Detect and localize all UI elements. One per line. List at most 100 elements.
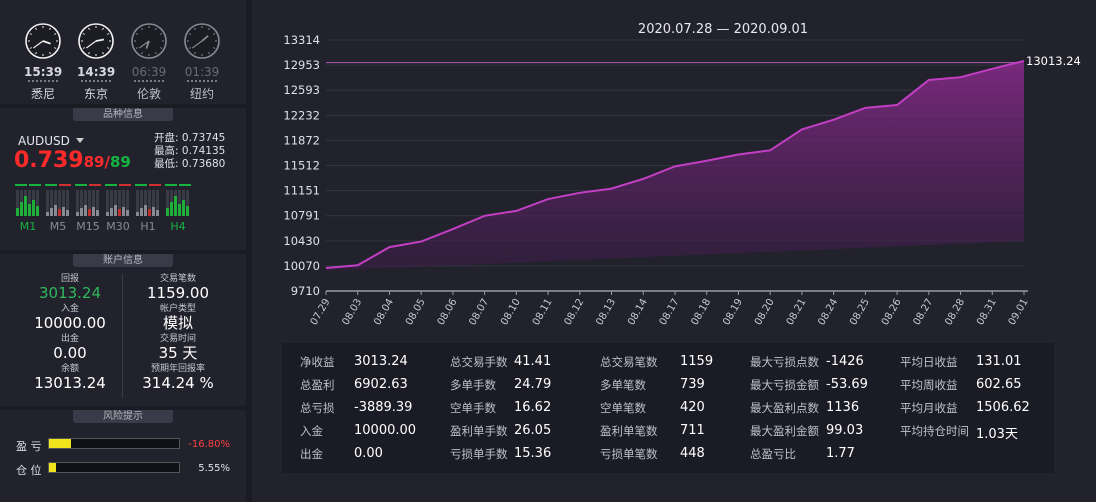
clock-tick — [107, 33, 110, 35]
stat-label: 入金 — [300, 424, 323, 438]
x-tick-label: 08.20 — [753, 297, 777, 327]
stat-label: 最大亏损点数 — [750, 355, 819, 369]
stat-row: 平均持仓时间 1.03天 — [900, 423, 1018, 442]
clock-divider — [187, 80, 217, 82]
stat-value: 711 — [680, 423, 705, 438]
timeframe-h4[interactable]: H4 — [164, 184, 192, 233]
stat-row: 空单笔数 420 — [600, 400, 705, 416]
clock-tick — [35, 27, 37, 30]
account-info-panel: 账户信息 回报 3013.24 交易笔数 1159.00 入金 10000.00 帐户类型模… — [0, 254, 246, 406]
account-field-value: 314.24 % — [142, 374, 214, 392]
strength-bars-icon — [75, 184, 101, 216]
clock-face-icon — [184, 23, 220, 59]
clock-tick — [208, 52, 210, 55]
stat-label: 净收益 — [300, 355, 335, 369]
y-tick-label: 10070 — [283, 259, 320, 273]
high-label: 最高: — [154, 145, 179, 157]
strength-bars-icon — [165, 184, 191, 216]
y-tick-label: 10430 — [283, 234, 320, 248]
timeframe-h1[interactable]: H1 — [134, 184, 162, 233]
timeframe-label: M1 — [19, 220, 37, 233]
account-field: 出金 0.00 — [20, 334, 120, 362]
stat-row: 平均周收益 602.65 — [900, 377, 1022, 393]
x-tick-label: 08.12 — [563, 297, 587, 327]
clock-tick — [141, 27, 143, 30]
clock-tick — [35, 52, 37, 55]
x-tick-label: 07.29 — [309, 297, 333, 327]
account-field: 预期年回报率 314.24 % — [128, 364, 228, 392]
equity-area — [326, 60, 1024, 271]
stat-row: 最大盈利金额 99.03 — [750, 423, 863, 439]
stat-value: 26.05 — [514, 423, 552, 438]
clock-tick — [135, 47, 138, 49]
account-field: 交易时间 35 天 — [128, 334, 228, 362]
timeframe-m5[interactable]: M5 — [44, 184, 72, 233]
stat-value: 1.77 — [826, 446, 855, 461]
account-field-value: 35 天 — [158, 344, 198, 362]
low-label: 最低: — [154, 158, 179, 170]
equity-curve-chart: 2020.07.28 — 2020.09.01 9710 10070 10430 107… — [283, 22, 1080, 327]
position-value: 5.55% — [198, 463, 230, 474]
stat-value: 10000.00 — [354, 423, 417, 438]
stat-row: 入金 10000.00 — [300, 423, 416, 439]
caret-down-icon — [75, 138, 84, 143]
strength-bars-icon — [135, 184, 161, 216]
clock-tick — [160, 47, 163, 49]
stat-row: 亏损单笔数 448 — [600, 446, 705, 462]
clock-tick — [213, 47, 216, 49]
stat-value: 1506.62 — [976, 400, 1030, 415]
x-tick-label: 08.10 — [499, 297, 523, 327]
stat-value: 420 — [680, 400, 705, 415]
stat-label: 盈利单笔数 — [600, 424, 658, 438]
stat-value: 0.00 — [354, 446, 383, 461]
x-tick-label: 08.11 — [531, 297, 555, 327]
stat-value: 448 — [680, 446, 705, 461]
clock-city: 东京 — [83, 87, 108, 101]
clock-time: 06:39 — [131, 65, 167, 79]
timeframe-m15[interactable]: M15 — [74, 184, 102, 233]
stat-row: 多单手数 24.79 — [450, 377, 551, 393]
stat-label: 总盈亏比 — [750, 447, 796, 461]
left-sidebar: 15:39 悉尼 14:39 东京 06:39 伦敦 01:39 纽约 品种信息… — [0, 0, 248, 502]
account-field-label: 入金 — [60, 304, 79, 314]
stat-label: 最大盈利点数 — [750, 401, 819, 415]
stat-value: -1426 — [826, 354, 864, 369]
stat-row: 总交易手数 41.41 — [450, 354, 551, 370]
stat-label: 最大盈利金额 — [750, 424, 819, 438]
current-price: 0.73989/89 — [14, 148, 131, 173]
x-tick-label: 08.18 — [689, 297, 713, 327]
x-tick-label: 08.26 — [880, 297, 904, 327]
stat-label: 总交易笔数 — [600, 355, 658, 369]
section-title: 风险提示 — [73, 410, 173, 423]
x-tick-label: 08.21 — [785, 297, 809, 327]
low-value: 0.73680 — [181, 158, 226, 170]
stat-label: 总亏损 — [300, 401, 335, 415]
risk-panel: 风险提示 盈 亏 -16.80% 仓 位 5.55% — [0, 410, 246, 502]
pnl-value: -16.80% — [188, 439, 230, 450]
account-field-label: 帐户类型 — [159, 304, 196, 314]
timeframe-label: H4 — [170, 220, 186, 233]
account-field: 帐户类型 模拟 — [128, 304, 228, 332]
symbol-selector[interactable]: AUDUSD — [18, 134, 84, 148]
price-separator: / — [104, 153, 110, 171]
stat-value: 6902.63 — [354, 377, 408, 392]
y-tick-label: 10791 — [283, 209, 320, 223]
x-tick-label: 08.03 — [340, 297, 364, 327]
stat-label: 亏损单笔数 — [600, 447, 658, 461]
clock-city: 纽约 — [189, 87, 214, 101]
clock-tick — [194, 52, 196, 55]
clock-tick — [213, 33, 216, 35]
clock-tick — [194, 27, 196, 30]
clock-tick — [82, 47, 85, 49]
clock-tick — [54, 47, 57, 49]
clock-tokyo: 14:39 东京 — [77, 22, 115, 102]
open-label: 开盘: — [154, 132, 179, 144]
open-value: 0.73745 — [181, 132, 226, 144]
clock-minute-hand — [138, 40, 150, 49]
clock-tick — [29, 33, 32, 35]
clock-hour-hand — [145, 40, 150, 49]
timeframe-m30[interactable]: M30 — [104, 184, 132, 233]
stat-value: 739 — [680, 377, 705, 392]
timeframe-label: H1 — [140, 220, 156, 233]
timeframe-m1[interactable]: M1 — [14, 184, 42, 233]
